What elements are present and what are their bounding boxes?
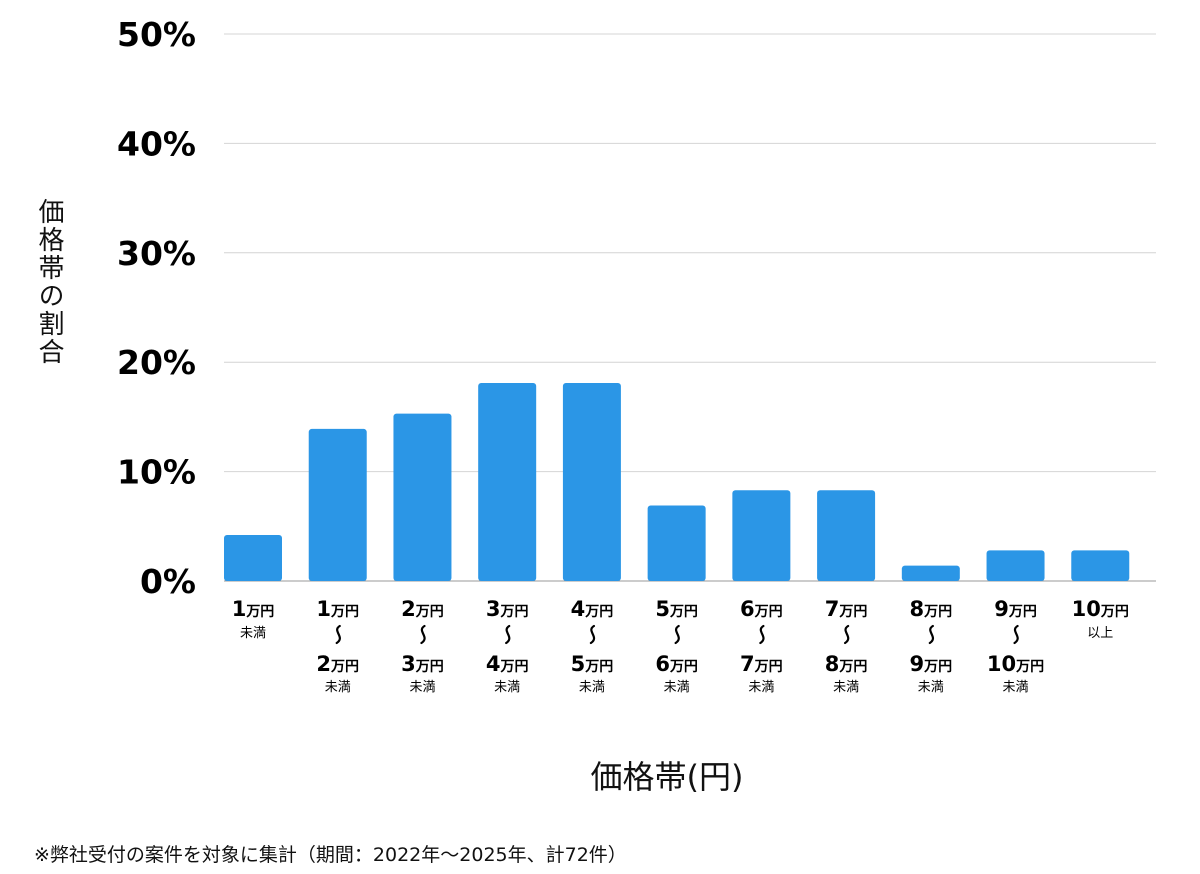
x-tick-sub: 未満 (409, 680, 435, 695)
x-tick-price: 2万円 (316, 652, 359, 676)
x-tick-price: 8万円 (825, 652, 868, 676)
x-tick-price: 1万円 (316, 597, 359, 621)
x-tick-price: 9万円 (910, 652, 953, 676)
x-tick-sub: 未満 (1003, 680, 1029, 695)
x-tick-price: 4万円 (571, 597, 614, 621)
footnote: ※弊社受付の案件を対象に集計（期間：2022年～2025年、計72件） (34, 844, 627, 866)
x-tick-sub: 未満 (918, 680, 944, 695)
bar (562, 382, 621, 581)
x-tick-price: 1万円 (232, 597, 275, 621)
range-tilde-icon (335, 624, 341, 645)
x-tick-price: 5万円 (571, 652, 614, 676)
x-tick-price: 5万円 (655, 597, 698, 621)
x-tick-price: 9万円 (994, 597, 1037, 621)
y-tick-label: 40% (117, 124, 196, 163)
bar (732, 490, 791, 581)
x-tick-price: 7万円 (825, 597, 868, 621)
x-tick-sub: 未満 (240, 626, 266, 641)
x-tick-price: 6万円 (655, 652, 698, 676)
x-tick-price: 2万円 (401, 597, 444, 621)
range-tilde-icon (589, 624, 596, 645)
x-tick-price: 10万円 (987, 652, 1044, 676)
x-tick-sub: 未満 (494, 680, 520, 695)
bar (308, 428, 367, 581)
x-tick-price: 3万円 (401, 652, 444, 676)
range-tilde-icon (674, 624, 680, 645)
y-tick-label: 30% (117, 234, 196, 273)
x-tick-price: 10万円 (1072, 597, 1129, 621)
x-tick-sub: 未満 (325, 680, 351, 695)
range-tilde-icon (505, 624, 511, 645)
x-tick-sub: 以上 (1087, 626, 1113, 641)
range-tilde-icon (1013, 624, 1019, 645)
bar (647, 505, 706, 581)
y-tick-label: 0% (140, 562, 196, 601)
bar (986, 550, 1045, 581)
x-axis-label: 価格帯(円) (590, 758, 744, 796)
y-tick-label: 10% (117, 453, 196, 492)
bar (393, 413, 452, 581)
bar (478, 382, 537, 581)
bar (901, 565, 960, 581)
x-tick-price: 6万円 (740, 597, 783, 621)
bar (1071, 550, 1130, 581)
range-tilde-icon (759, 624, 765, 645)
range-tilde-icon (928, 624, 935, 645)
y-axis-label: 価格帯の割合 (34, 198, 64, 366)
x-tick-price: 8万円 (910, 597, 953, 621)
y-tick-label: 20% (117, 343, 196, 382)
x-tick-price: 3万円 (486, 597, 529, 621)
x-tick-sub: 未満 (579, 680, 605, 695)
x-tick-sub: 未満 (664, 680, 690, 695)
y-tick-label: 50% (117, 15, 196, 54)
range-tilde-icon (420, 624, 426, 645)
x-tick-price: 4万円 (486, 652, 529, 676)
range-tilde-icon (843, 624, 850, 645)
x-tick-sub: 未満 (833, 680, 859, 695)
bar (817, 490, 876, 581)
x-tick-sub: 未満 (748, 680, 774, 695)
x-tick-price: 7万円 (740, 652, 783, 676)
bar (224, 535, 282, 581)
